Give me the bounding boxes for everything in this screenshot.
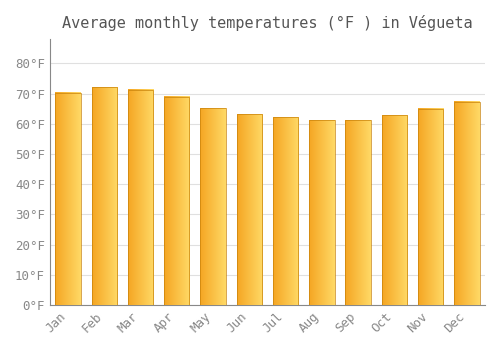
Bar [200, 108, 226, 305]
Bar [164, 97, 190, 305]
Bar [309, 120, 334, 305]
Bar [454, 102, 479, 305]
Bar [128, 90, 153, 305]
Title: Average monthly temperatures (°F ) in Végueta: Average monthly temperatures (°F ) in Vé… [62, 15, 472, 31]
Bar [236, 114, 262, 305]
Bar [418, 108, 444, 305]
Bar [346, 120, 371, 305]
Bar [56, 93, 80, 305]
Bar [92, 87, 117, 305]
Bar [273, 117, 298, 305]
Bar [382, 115, 407, 305]
